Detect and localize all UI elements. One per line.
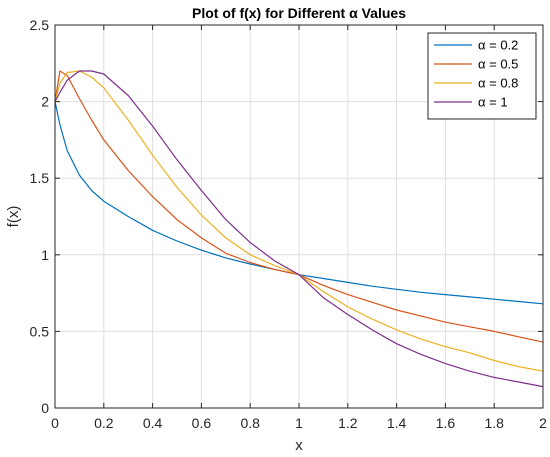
- x-tick-label: 1.4: [387, 415, 407, 431]
- chart-title: Plot of f(x) for Different α Values: [192, 5, 406, 21]
- series-lines: [54, 70, 544, 388]
- y-axis-ticks: 0 0.5 1 1.5 2 2.5: [30, 17, 543, 416]
- x-axis-label: x: [295, 437, 303, 454]
- y-tick-label: 2: [41, 94, 49, 110]
- x-tick-label: 0.4: [143, 415, 163, 431]
- x-tick-label: 0.6: [192, 415, 212, 431]
- y-tick-label: 1: [41, 247, 49, 263]
- y-tick-label: 0: [41, 400, 49, 416]
- y-tick-label: 1.5: [30, 170, 50, 186]
- legend: α = 0.2 α = 0.5 α = 0.8 α = 1: [427, 32, 537, 120]
- x-tick-label: 1.6: [436, 415, 456, 431]
- y-tick-label: 2.5: [30, 17, 50, 33]
- y-axis-label: f(x): [5, 206, 22, 228]
- series-line-0: [54, 101, 544, 305]
- x-tick-label: 0: [51, 415, 59, 431]
- series-line-1: [54, 70, 544, 343]
- x-tick-label: 2: [539, 415, 547, 431]
- series-line-3: [54, 70, 544, 388]
- legend-box: [427, 32, 537, 120]
- legend-label: α = 0.2: [478, 38, 518, 53]
- y-tick-label: 0.5: [30, 323, 50, 339]
- x-axis-ticks: 0 0.2 0.4 0.6 0.8 1 1.2 1.4 1.6 1.8 2: [51, 25, 547, 431]
- legend-label: α = 0.5: [478, 57, 518, 72]
- x-tick-label: 1: [295, 415, 303, 431]
- series-line-2: [54, 70, 544, 372]
- x-tick-label: 0.8: [240, 415, 260, 431]
- x-tick-label: 0.2: [94, 415, 114, 431]
- x-tick-label: 1.8: [484, 415, 504, 431]
- x-tick-label: 1.2: [338, 415, 358, 431]
- legend-label: α = 1: [478, 95, 508, 110]
- legend-label: α = 0.8: [478, 76, 518, 91]
